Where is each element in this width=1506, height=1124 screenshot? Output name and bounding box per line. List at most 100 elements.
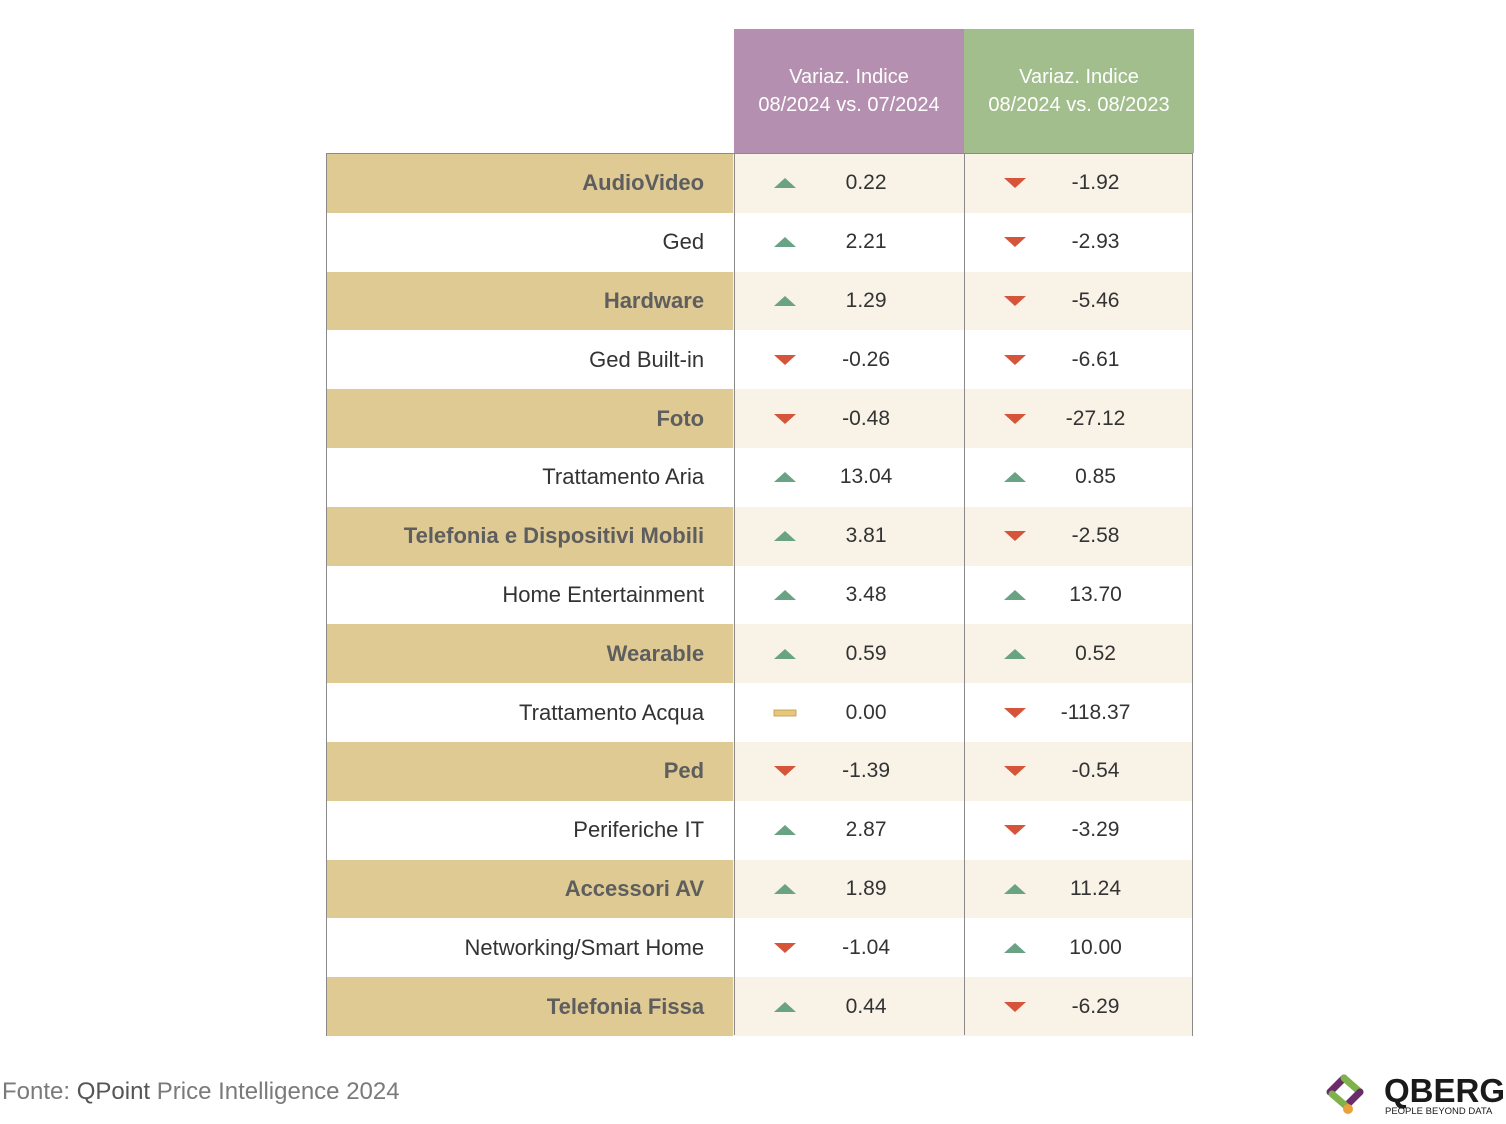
down-arrow-icon	[1003, 354, 1026, 365]
up-arrow-icon	[774, 648, 797, 659]
header-yoy: Variaz. Indice 08/2024 vs. 08/2023	[964, 29, 1194, 153]
header-mom-line2: 08/2024 vs. 07/2024	[758, 94, 940, 116]
row-yoy-cell: 13.70	[962, 565, 1192, 625]
row-mom-cell: 0.59	[733, 624, 963, 684]
down-arrow-icon	[774, 942, 797, 953]
source-brand: QPoint	[76, 1078, 151, 1105]
row-category: Telefonia e Dispositivi Mobili	[327, 506, 734, 566]
row-yoy-value: -1.92	[1071, 171, 1120, 195]
down-arrow-icon	[1003, 825, 1026, 836]
row-yoy-value: -3.29	[1071, 818, 1120, 842]
row-yoy-value: 10.00	[1069, 935, 1122, 959]
source-suffix: Price Intelligence 2024	[150, 1078, 400, 1105]
table-row: Networking/Smart Home -1.04 10.00	[327, 918, 1192, 978]
table-row: Foto -0.48 -27.12	[327, 389, 1192, 448]
row-mom-cell: 0.44	[733, 977, 963, 1036]
row-yoy-value: -0.54	[1071, 759, 1120, 783]
table-row: Telefonia Fissa 0.44 -6.29	[327, 977, 1192, 1036]
table-row: Periferiche IT 2.87 -3.29	[327, 800, 1192, 860]
row-category: Home Entertainment	[327, 565, 734, 625]
row-category: Ped	[327, 742, 734, 801]
row-category: Networking/Smart Home	[327, 918, 734, 978]
up-arrow-icon	[774, 825, 797, 836]
row-mom-value: -1.04	[842, 935, 891, 959]
table-row: Ged 2.21 -2.93	[327, 212, 1192, 272]
row-mom-value: 2.21	[845, 230, 887, 254]
row-mom-value: -0.26	[842, 347, 891, 371]
column-divider	[964, 154, 965, 1035]
up-arrow-icon	[774, 589, 797, 600]
up-arrow-icon	[774, 237, 797, 248]
row-yoy-cell: -27.12	[962, 389, 1192, 448]
row-mom-value: 1.29	[845, 288, 887, 312]
row-mom-value: 0.44	[845, 994, 887, 1018]
row-mom-value: 3.81	[845, 524, 887, 548]
row-yoy-value: -27.12	[1065, 406, 1126, 430]
row-mom-value: 13.04	[839, 465, 893, 489]
table-row: Ped -1.39 -0.54	[327, 742, 1192, 801]
table-row: Accessori AV 1.89 11.24	[327, 859, 1192, 919]
row-category: Ged Built-in	[327, 330, 734, 390]
source-note: Fonte: QPoint Price Intelligence 2024	[2, 1078, 400, 1106]
row-mom-cell: -1.04	[733, 918, 963, 978]
row-mom-cell: 3.81	[733, 506, 963, 566]
row-category: Hardware	[327, 271, 734, 331]
row-yoy-cell: -1.92	[962, 154, 1192, 213]
source-prefix: Fonte:	[2, 1078, 77, 1105]
table-row: Wearable 0.59 0.52	[327, 624, 1192, 684]
row-yoy-cell: -5.46	[962, 271, 1192, 331]
row-mom-cell: 2.87	[733, 800, 963, 860]
row-yoy-cell: -6.29	[962, 977, 1192, 1036]
row-mom-cell: 3.48	[733, 565, 963, 625]
table-row: AudioVideo 0.22 -1.92	[327, 154, 1192, 213]
header-mom-line1: Variaz. Indice	[789, 66, 909, 88]
qberg-logo: QBERG PEOPLE BEYOND DATA	[1326, 1072, 1504, 1117]
up-arrow-icon	[774, 883, 797, 894]
up-arrow-icon	[774, 178, 797, 189]
table-row: Trattamento Aria 13.04 0.85	[327, 448, 1192, 507]
up-arrow-icon	[1003, 648, 1026, 659]
table-row: Trattamento Acqua 0.00 -118.37	[327, 683, 1192, 742]
row-category: Trattamento Aria	[327, 448, 734, 507]
table-row: Hardware 1.29 -5.46	[327, 271, 1192, 331]
row-mom-cell: 2.21	[733, 212, 963, 272]
up-arrow-icon	[774, 1001, 797, 1012]
table-row: Home Entertainment 3.48 13.70	[327, 565, 1192, 625]
row-category: Wearable	[327, 624, 734, 684]
down-arrow-icon	[1003, 178, 1026, 189]
qberg-logo-mark	[1326, 1074, 1364, 1114]
row-yoy-cell: -3.29	[962, 800, 1192, 860]
header-yoy-line2: 08/2024 vs. 08/2023	[988, 94, 1170, 116]
row-mom-cell: -0.26	[733, 330, 963, 390]
row-mom-value: 0.22	[845, 171, 887, 195]
down-arrow-icon	[1003, 1001, 1026, 1012]
row-yoy-cell: -0.54	[962, 742, 1192, 801]
row-mom-cell: 13.04	[733, 448, 963, 507]
up-arrow-icon	[1003, 942, 1026, 953]
row-mom-cell: 0.22	[733, 154, 963, 213]
up-arrow-icon	[774, 531, 797, 542]
row-yoy-cell: -2.93	[962, 212, 1192, 272]
row-yoy-cell: -118.37	[962, 683, 1192, 742]
row-mom-value: 0.59	[845, 641, 887, 665]
down-arrow-icon	[1003, 295, 1026, 306]
row-category: Ged	[327, 212, 734, 272]
down-arrow-icon	[1003, 413, 1026, 424]
row-mom-value: 3.48	[845, 582, 887, 606]
up-arrow-icon	[1003, 883, 1026, 894]
up-arrow-icon	[1003, 589, 1026, 600]
down-arrow-icon	[774, 766, 797, 777]
row-category: Trattamento Acqua	[327, 683, 734, 742]
header-yoy-line1: Variaz. Indice	[1019, 66, 1139, 88]
row-yoy-value: -6.29	[1071, 994, 1120, 1018]
table-row: Telefonia e Dispositivi Mobili 3.81 -2.58	[327, 506, 1192, 566]
row-category: Telefonia Fissa	[327, 977, 734, 1036]
column-divider	[734, 154, 735, 1035]
row-yoy-value: -2.58	[1071, 524, 1120, 548]
row-mom-value: 2.87	[845, 818, 887, 842]
row-yoy-cell: -2.58	[962, 506, 1192, 566]
row-mom-cell: -1.39	[733, 742, 963, 801]
down-arrow-icon	[1003, 707, 1026, 718]
row-mom-cell: -0.48	[733, 389, 963, 448]
down-arrow-icon	[774, 354, 797, 365]
